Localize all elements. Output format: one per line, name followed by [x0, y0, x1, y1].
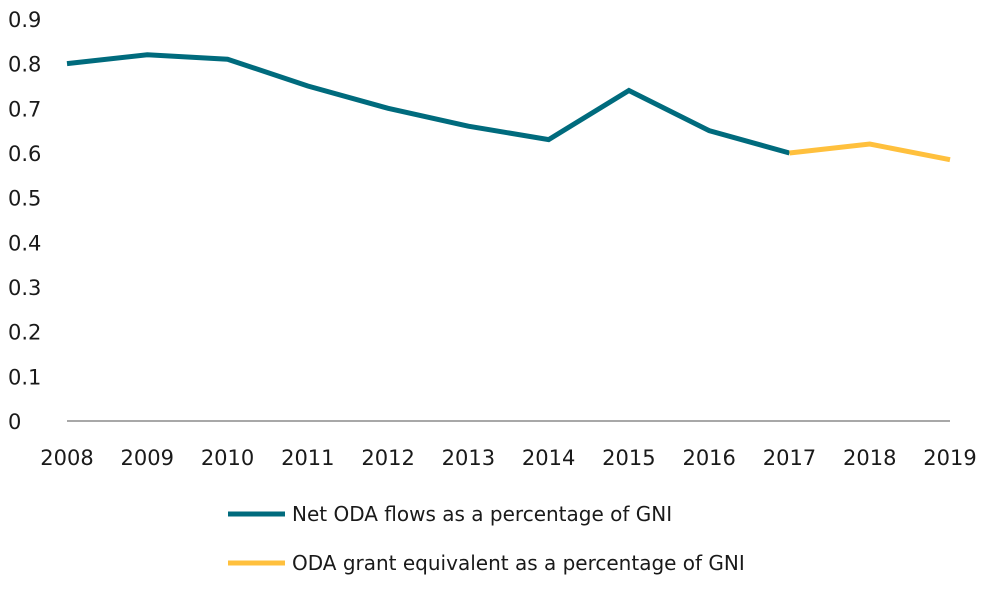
legend-label: Net ODA flows as a percentage of GNI — [292, 502, 672, 526]
y-tick-label: 0.1 — [8, 365, 41, 389]
x-tick-label: 2010 — [201, 446, 254, 470]
x-tick-label: 2019 — [923, 446, 976, 470]
x-tick-label: 2014 — [522, 446, 575, 470]
y-tick-label: 0.4 — [8, 231, 41, 255]
y-tick-label: 0.2 — [8, 321, 41, 345]
y-tick-label: 0.5 — [8, 187, 41, 211]
x-tick-label: 2015 — [602, 446, 655, 470]
x-tick-label: 2018 — [843, 446, 896, 470]
x-tick-label: 2012 — [361, 446, 414, 470]
x-tick-label: 2011 — [281, 446, 334, 470]
y-tick-label: 0.8 — [8, 53, 41, 77]
x-tick-label: 2017 — [763, 446, 816, 470]
x-tick-label: 2013 — [442, 446, 495, 470]
series-line-1 — [67, 55, 789, 153]
series-line-2 — [789, 144, 950, 160]
x-tick-label: 2009 — [121, 446, 174, 470]
y-tick-label: 0 — [8, 410, 21, 434]
x-tick-label: 2008 — [40, 446, 93, 470]
x-tick-label: 2016 — [682, 446, 735, 470]
y-tick-label: 0.9 — [8, 8, 41, 32]
legend-label: ODA grant equivalent as a percentage of … — [292, 551, 745, 575]
y-tick-label: 0.7 — [8, 97, 41, 121]
y-tick-label: 0.6 — [8, 142, 41, 166]
y-tick-label: 0.3 — [8, 276, 41, 300]
